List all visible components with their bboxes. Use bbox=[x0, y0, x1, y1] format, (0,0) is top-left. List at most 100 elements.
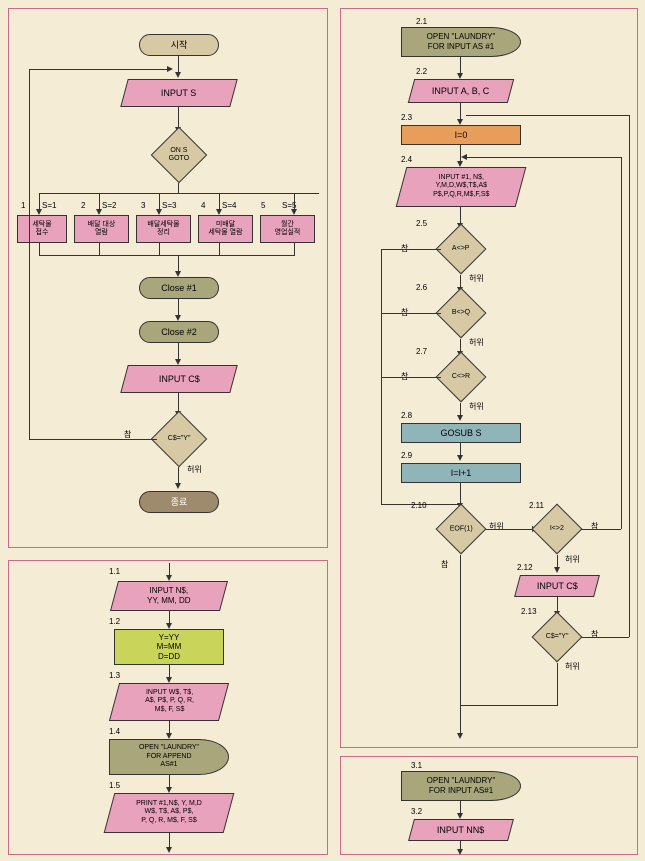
process-s1: 세탁물접수 bbox=[17, 215, 67, 243]
decision-cs-y: C$="Y" bbox=[151, 411, 208, 468]
n29: 2.9 bbox=[401, 451, 412, 460]
n213: 2.13 bbox=[521, 607, 537, 616]
s1-text: 세탁물접수 bbox=[32, 221, 51, 238]
n26: 2.6 bbox=[416, 283, 427, 292]
close1-label: Close #1 bbox=[161, 283, 197, 294]
panel-read-loop: 2.1 OPEN "LAUNDRY"FOR INPUT AS #1 2.2 IN… bbox=[340, 8, 638, 748]
process-29: I=I+1 bbox=[401, 463, 521, 483]
branch-num-1: 1 bbox=[21, 201, 25, 210]
t212: INPUT C$ bbox=[537, 581, 578, 592]
branch-num-5: 5 bbox=[261, 201, 265, 210]
decision-210: EOF(1) bbox=[436, 504, 487, 555]
n13: 1.3 bbox=[109, 671, 120, 680]
t213: C$="Y" bbox=[546, 633, 569, 641]
process-s4: 미배달세탁물 열람 bbox=[198, 215, 253, 243]
t22: INPUT A, B, C bbox=[432, 86, 489, 97]
decision-on-s-goto: ON SGOTO bbox=[151, 127, 208, 184]
t211: I<>2 bbox=[550, 525, 564, 533]
n212: 2.12 bbox=[517, 563, 533, 572]
branch-num-3: 3 bbox=[141, 201, 145, 210]
t23: I=0 bbox=[455, 130, 468, 141]
terminal-start: 시작 bbox=[139, 34, 219, 56]
t210: EOF(1) bbox=[450, 525, 473, 533]
branch-label-1: S=1 bbox=[42, 201, 56, 210]
s2-text: 배달 대상열람 bbox=[88, 221, 116, 238]
t15: PRINT #1,N$, Y, M,DW$, T$, A$, P$,P, Q, … bbox=[136, 800, 202, 825]
n12: 1.2 bbox=[109, 617, 120, 626]
t31: OPEN "LAUNDRY"FOR INPUT AS#1 bbox=[427, 776, 496, 795]
branch-label-3: S=3 bbox=[162, 201, 176, 210]
t24: INPUT #1, N$,Y,M,D,W$,T$,A$P$,P,Q,R,M$,F… bbox=[433, 174, 489, 199]
n210: 2.10 bbox=[411, 501, 427, 510]
n22: 2.2 bbox=[416, 67, 427, 76]
n211: 2.11 bbox=[529, 501, 544, 510]
input-cs-label: INPUT C$ bbox=[159, 374, 200, 385]
n15: 1.5 bbox=[109, 781, 120, 790]
false-27: 허위 bbox=[469, 401, 484, 412]
process-23: I=0 bbox=[401, 125, 521, 145]
decision-25: A<>P bbox=[436, 224, 487, 275]
decision-26: B<>Q bbox=[436, 288, 487, 339]
branch-label-4: S=4 bbox=[222, 201, 236, 210]
t21: OPEN "LAUNDRY"FOR INPUT AS #1 bbox=[427, 32, 496, 51]
io-13: INPUT W$, T$,A$, P$, P, Q, R,M$, F, S$ bbox=[109, 683, 229, 721]
n27: 2.7 bbox=[416, 347, 427, 356]
on-s-goto-label: ON SGOTO bbox=[169, 147, 189, 164]
process-28: GOSUB S bbox=[401, 423, 521, 443]
t32: INPUT NN$ bbox=[437, 825, 484, 836]
n23: 2.3 bbox=[401, 113, 412, 122]
branch-label-2: S=2 bbox=[102, 201, 116, 210]
branch-num-2: 2 bbox=[81, 201, 85, 210]
io-24: INPUT #1, N$,Y,M,D,W$,T$,A$P$,P,Q,R,M$,F… bbox=[396, 167, 527, 207]
io-input-s: INPUT S bbox=[120, 79, 238, 107]
decision-27: C<>R bbox=[436, 352, 487, 403]
file-open-21: OPEN "LAUNDRY"FOR INPUT AS #1 bbox=[401, 27, 521, 57]
input-s-label: INPUT S bbox=[161, 88, 196, 99]
terminal-end: 종료 bbox=[139, 491, 219, 513]
branch-num-4: 4 bbox=[201, 201, 205, 210]
t29: I=I+1 bbox=[451, 468, 472, 479]
panel-input-append: 1.1 INPUT N$,YY, MM, DD 1.2 Y=YYM=MMD=DD… bbox=[8, 560, 328, 855]
panel-main-menu: 시작 INPUT S ON SGOTO 1 S=1 세탁물접수 2 S=2 배달… bbox=[8, 8, 328, 548]
io-input-cs: INPUT C$ bbox=[120, 365, 238, 393]
io-11: INPUT N$,YY, MM, DD bbox=[110, 581, 228, 611]
false-211: 허위 bbox=[565, 554, 580, 565]
close-2: Close #2 bbox=[139, 321, 219, 343]
n11: 1.1 bbox=[109, 567, 120, 576]
cs-y-label: C$="Y" bbox=[168, 435, 191, 443]
s3-text: 배달세탁물정리 bbox=[147, 221, 179, 238]
start-label: 시작 bbox=[171, 40, 188, 51]
n28: 2.8 bbox=[401, 411, 412, 420]
io-22: INPUT A, B, C bbox=[408, 79, 514, 103]
t27: C<>R bbox=[452, 373, 470, 381]
io-212: INPUT C$ bbox=[514, 575, 600, 597]
false-25: 허위 bbox=[469, 273, 484, 284]
n32: 3.2 bbox=[411, 807, 422, 816]
process-12: Y=YYM=MMD=DD bbox=[114, 629, 224, 665]
process-s2: 배달 대상열람 bbox=[74, 215, 129, 243]
n31: 3.1 bbox=[411, 761, 422, 770]
process-s5: 월간영업실적 bbox=[260, 215, 315, 243]
t14: OPEN "LAUNDRY"FOR APPENDAS#1 bbox=[139, 744, 199, 769]
n24: 2.4 bbox=[401, 155, 412, 164]
true-213: 참 bbox=[591, 629, 598, 640]
close2-label: Close #2 bbox=[161, 327, 197, 338]
false-label-1: 허위 bbox=[187, 464, 202, 475]
t11: INPUT N$,YY, MM, DD bbox=[147, 586, 190, 605]
t12: Y=YYM=MMD=DD bbox=[157, 633, 182, 662]
true-210: 참 bbox=[441, 559, 448, 570]
decision-213: C$="Y" bbox=[532, 612, 583, 663]
t26: B<>Q bbox=[452, 309, 470, 317]
file-31: OPEN "LAUNDRY"FOR INPUT AS#1 bbox=[401, 771, 521, 801]
t28: GOSUB S bbox=[440, 428, 481, 439]
false-26: 허위 bbox=[469, 337, 484, 348]
n25: 2.5 bbox=[416, 219, 427, 228]
io-15: PRINT #1,N$, Y, M,DW$, T$, A$, P$,P, Q, … bbox=[104, 793, 235, 833]
false-210: 허위 bbox=[489, 521, 504, 532]
file-14: OPEN "LAUNDRY"FOR APPENDAS#1 bbox=[109, 739, 229, 775]
panel-read-nn: 3.1 OPEN "LAUNDRY"FOR INPUT AS#1 3.2 INP… bbox=[340, 756, 638, 855]
n21: 2.1 bbox=[416, 17, 427, 26]
s4-text: 미배달세탁물 열람 bbox=[208, 221, 242, 238]
t13: INPUT W$, T$,A$, P$, P, Q, R,M$, F, S$ bbox=[145, 689, 194, 714]
t25: A<>P bbox=[452, 245, 470, 253]
